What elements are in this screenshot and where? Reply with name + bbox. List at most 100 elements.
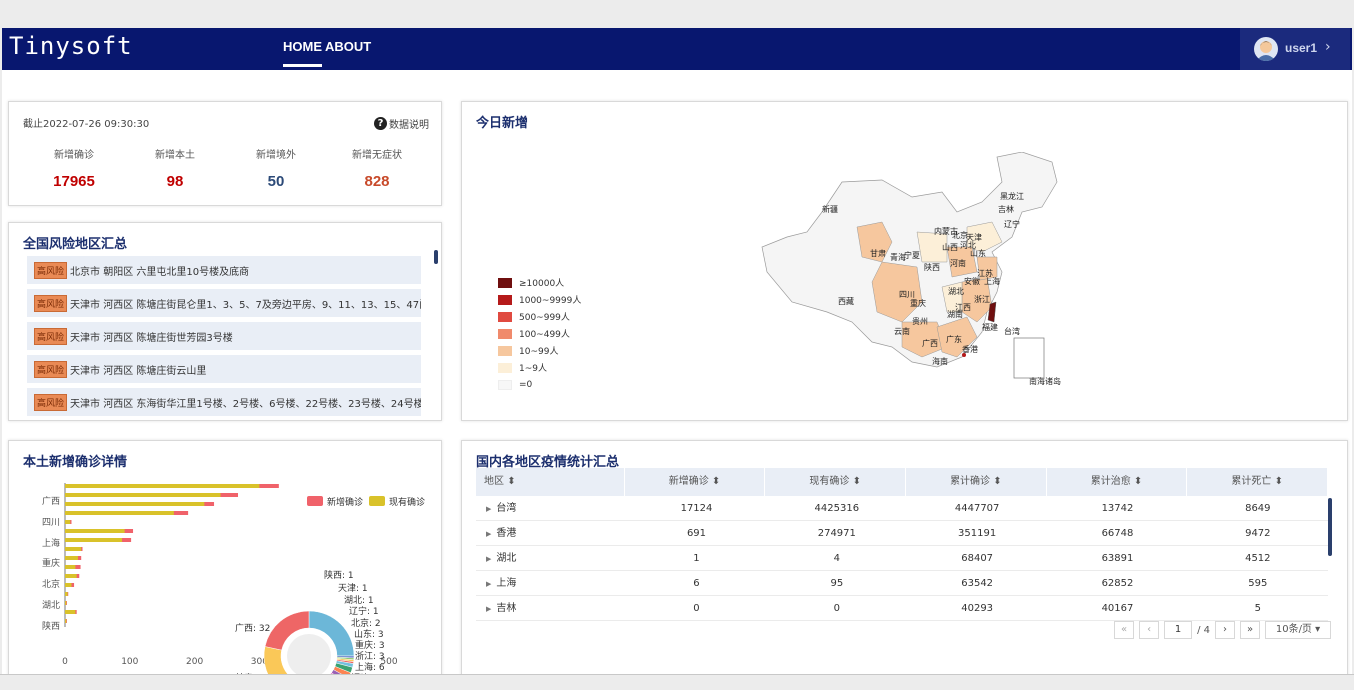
bar-existing[interactable] bbox=[65, 574, 77, 578]
col-total-confirmed[interactable]: 累计确诊 ⬍ bbox=[906, 468, 1047, 496]
table-cell: 0 bbox=[693, 603, 700, 614]
table-cell: 691 bbox=[686, 528, 707, 539]
bar-existing[interactable] bbox=[65, 529, 125, 533]
brand-logo[interactable]: Tinysoft bbox=[9, 32, 133, 60]
map-legend: ≥10000人 1000~9999人 500~999人 100~499人 10~… bbox=[498, 274, 581, 393]
risk-item[interactable]: 高风险 天津市 河西区 陈塘庄街云山里 bbox=[27, 355, 421, 383]
first-page-button[interactable]: « bbox=[1114, 621, 1135, 639]
sort-icon[interactable]: ⬍ bbox=[993, 476, 1002, 487]
stat-local: 新增本土 98 bbox=[120, 146, 230, 190]
legend-swatch[interactable] bbox=[307, 496, 323, 506]
map-label: 福建 bbox=[982, 322, 998, 332]
last-page-button[interactable]: » bbox=[1240, 621, 1260, 639]
risk-badge: 高风险 bbox=[34, 393, 68, 411]
table-cell-region: ▶ 湖北 bbox=[476, 546, 626, 570]
map-region[interactable] bbox=[936, 316, 978, 358]
legend-swatch[interactable] bbox=[369, 496, 385, 506]
prev-page-button[interactable]: ‹ bbox=[1139, 621, 1160, 639]
map-region[interactable] bbox=[856, 221, 893, 263]
stat-label: 新增境外 bbox=[256, 150, 296, 161]
map-region[interactable] bbox=[976, 256, 998, 281]
region-stats-card: 国内各地区疫情统计汇总 地区 ⬍ 新增确诊 ⬍ 现有确诊 ⬍ 累计确诊 ⬍ 累计… bbox=[461, 440, 1348, 690]
bar-existing[interactable] bbox=[65, 547, 82, 551]
table-cell: 274971 bbox=[817, 528, 856, 539]
nav-about[interactable]: ABOUT bbox=[325, 39, 372, 54]
risk-item[interactable]: 高风险 天津市 河西区 陈塘庄街昆仑里1、3、5、7及旁边平房、9、11、13、1… bbox=[27, 289, 421, 317]
sort-icon[interactable]: ⬍ bbox=[711, 476, 721, 487]
legend-item[interactable]: 10~99人 bbox=[498, 342, 581, 359]
bar-existing[interactable] bbox=[65, 556, 78, 560]
nav-home[interactable]: HOME bbox=[283, 39, 322, 67]
legend-item[interactable]: 1~9人 bbox=[498, 359, 581, 376]
bar-existing[interactable] bbox=[65, 601, 67, 605]
pie-slice[interactable] bbox=[308, 610, 355, 657]
map-region[interactable] bbox=[916, 231, 948, 263]
map-label: 青海 bbox=[890, 252, 906, 262]
sort-icon[interactable]: ⬍ bbox=[507, 476, 516, 487]
bar-existing[interactable] bbox=[65, 520, 71, 524]
bar-existing[interactable] bbox=[65, 583, 72, 587]
table-row[interactable]: ▶ 台湾 17124 4425316 4447707 13742 8649 bbox=[476, 496, 1328, 521]
expand-icon[interactable]: ▶ bbox=[486, 580, 492, 588]
map-label: 江苏 bbox=[977, 268, 993, 278]
col-cured[interactable]: 累计治愈 ⬍ bbox=[1047, 468, 1188, 496]
legend-item[interactable]: 500~999人 bbox=[498, 308, 581, 325]
bar-existing[interactable] bbox=[65, 592, 68, 596]
expand-icon[interactable]: ▶ bbox=[486, 555, 492, 563]
table-row[interactable]: ▶ 上海 6 95 63542 62852 595 bbox=[476, 571, 1328, 596]
map-region[interactable] bbox=[941, 281, 963, 313]
legend-item[interactable]: 1000~9999人 bbox=[498, 291, 581, 308]
map-region-hongkong[interactable] bbox=[962, 353, 966, 357]
map-label: 吉林 bbox=[998, 204, 1014, 214]
data-help-link[interactable]: ? 数据说明 bbox=[374, 116, 429, 131]
risk-item[interactable]: 高风险 北京市 朝阳区 六里屯北里10号楼及底商 bbox=[27, 256, 421, 284]
bar-existing[interactable] bbox=[65, 610, 76, 614]
sort-icon[interactable]: ⬍ bbox=[1133, 476, 1143, 487]
legend-item[interactable]: =0 bbox=[498, 376, 581, 393]
table-row[interactable]: ▶ 吉林 0 0 40293 40167 5 bbox=[476, 596, 1328, 621]
user-menu[interactable]: user1 › bbox=[1240, 28, 1350, 70]
legend-item[interactable]: ≥10000人 bbox=[498, 274, 581, 291]
sort-icon[interactable]: ⬍ bbox=[852, 476, 861, 487]
table-row[interactable]: ▶ 香港 691 274971 351191 66748 9472 bbox=[476, 521, 1328, 546]
col-new-confirmed[interactable]: 新增确诊 ⬍ bbox=[625, 468, 766, 496]
col-deaths[interactable]: 累计死亡 ⬍ bbox=[1187, 468, 1329, 496]
next-page-button[interactable]: › bbox=[1215, 621, 1235, 639]
map-region[interactable] bbox=[946, 246, 978, 278]
pie-slice[interactable] bbox=[264, 610, 310, 651]
risk-scrollbar[interactable] bbox=[434, 250, 438, 264]
expand-icon[interactable]: ▶ bbox=[486, 505, 492, 513]
sort-icon[interactable]: ⬍ bbox=[1274, 476, 1283, 487]
map-region-taiwan[interactable] bbox=[987, 301, 997, 323]
table-cell: 17124 bbox=[680, 503, 713, 514]
table-row[interactable]: ▶ 湖北 1 4 68407 63891 4512 bbox=[476, 546, 1328, 571]
expand-icon[interactable]: ▶ bbox=[486, 605, 492, 613]
bar-existing[interactable] bbox=[65, 538, 123, 542]
col-existing[interactable]: 现有确诊 ⬍ bbox=[765, 468, 907, 496]
table-scrollbar[interactable] bbox=[1328, 498, 1332, 556]
col-region[interactable]: 地区 ⬍ bbox=[476, 468, 625, 496]
map-region[interactable] bbox=[901, 321, 948, 358]
bar-existing[interactable] bbox=[65, 484, 260, 488]
table-cell: 5 bbox=[1254, 603, 1261, 614]
risk-item[interactable]: 高风险 天津市 河西区 东海街华江里1号楼、2号楼、6号楼、22号楼、23号楼、2… bbox=[27, 388, 421, 416]
bar-existing[interactable] bbox=[65, 511, 174, 515]
expand-icon[interactable]: ▶ bbox=[486, 530, 492, 538]
table-cell-region: ▶ 上海 bbox=[476, 571, 626, 595]
map-region[interactable] bbox=[966, 221, 1003, 253]
risk-item-text: 天津市 河西区 陈塘庄街世芳园3号楼 bbox=[70, 332, 233, 344]
legend-item[interactable]: 100~499人 bbox=[498, 325, 581, 342]
risk-item-text: 天津市 河西区 陈塘庄街昆仑里1、3、5、7及旁边平房、9、11、13、15、4… bbox=[70, 299, 421, 311]
legend-label: 10~99人 bbox=[519, 347, 559, 357]
risk-item[interactable]: 高风险 天津市 河西区 陈塘庄街世芳园3号楼 bbox=[27, 322, 421, 350]
bar-existing[interactable] bbox=[65, 619, 67, 623]
bar-existing[interactable] bbox=[65, 502, 205, 506]
bar-existing[interactable] bbox=[65, 493, 221, 497]
legend-label: ≥10000人 bbox=[519, 279, 565, 289]
bar-existing[interactable] bbox=[65, 565, 76, 569]
page-input[interactable]: 1 bbox=[1164, 621, 1193, 639]
table-cell: 4 bbox=[833, 553, 840, 564]
local-cases-chart[interactable]: 广西四川上海重庆北京湖北陕西0100200300400500新增确诊现有确诊陕西… bbox=[9, 441, 442, 690]
page-size-select[interactable]: 10条/页 ▾ bbox=[1265, 621, 1331, 639]
